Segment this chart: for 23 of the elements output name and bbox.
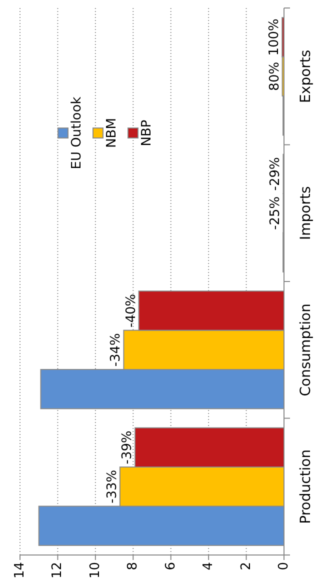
x-tick-label: 2 <box>238 562 254 570</box>
y-tick-label: Exports <box>298 50 314 103</box>
x-tick-label: 6 <box>163 562 178 570</box>
legend-label: NBP <box>140 120 154 146</box>
annotation: -29% <box>268 157 284 191</box>
annotation: 80% <box>267 62 282 91</box>
legend-label: NBM <box>104 118 120 148</box>
x-tick-label: 12 <box>50 562 66 579</box>
annotation: 100% <box>267 18 282 56</box>
annotation: -33% <box>104 470 120 504</box>
x-tick-label: 4 <box>201 562 216 570</box>
x-tick-label: 0 <box>276 562 292 570</box>
annotation: -39% <box>120 430 136 464</box>
annotation: -40% <box>124 294 139 328</box>
y-tick-label: Production <box>298 449 314 524</box>
y-tick-label: Consumption <box>298 304 314 396</box>
legend-label: EU Outlook <box>70 96 84 170</box>
x-tick-label: 8 <box>126 562 141 570</box>
annotation: -25% <box>268 196 284 230</box>
annotation: -34% <box>108 333 124 367</box>
x-tick-label: 14 <box>12 562 28 579</box>
x-tick-label: 10 <box>88 562 103 579</box>
y-tick-label: Imports <box>298 186 314 240</box>
